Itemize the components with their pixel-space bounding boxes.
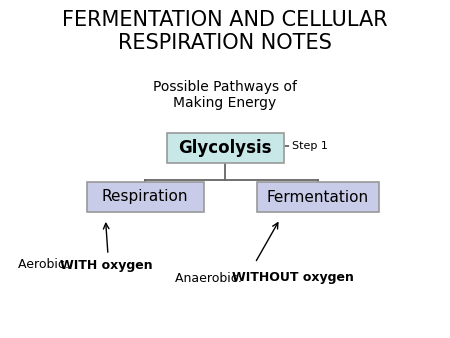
Text: FERMENTATION AND CELLULAR
RESPIRATION NOTES: FERMENTATION AND CELLULAR RESPIRATION NO… [62,10,388,53]
Text: Possible Pathways of
Making Energy: Possible Pathways of Making Energy [153,80,297,110]
Text: Glycolysis: Glycolysis [178,139,272,157]
Text: WITHOUT oxygen: WITHOUT oxygen [232,271,354,285]
Text: Aerobic:: Aerobic: [18,259,73,271]
FancyBboxPatch shape [86,182,203,212]
Text: Anaerobic:: Anaerobic: [175,271,246,285]
FancyBboxPatch shape [257,182,379,212]
Text: Fermentation: Fermentation [267,190,369,204]
Text: Respiration: Respiration [102,190,188,204]
Text: WITH oxygen: WITH oxygen [60,259,153,271]
FancyBboxPatch shape [166,133,284,163]
Text: Step 1: Step 1 [292,141,328,151]
